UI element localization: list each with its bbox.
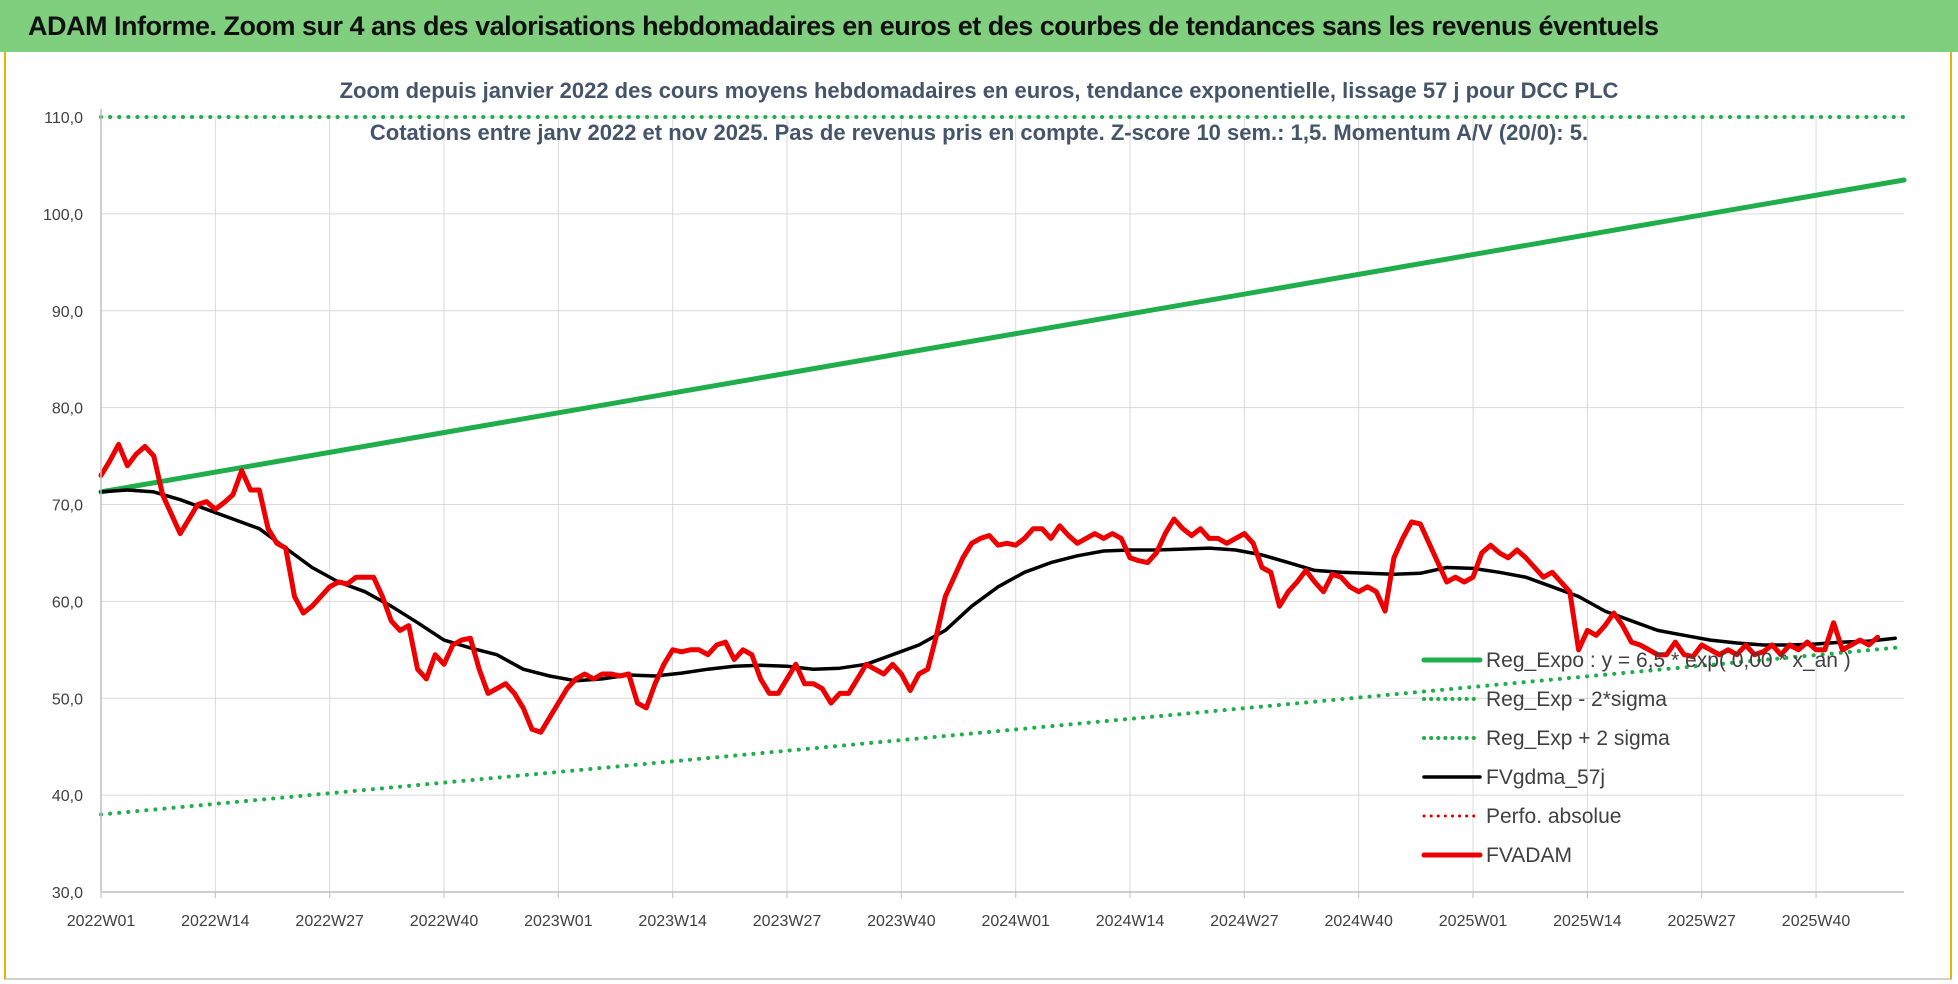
chart-frame (4, 52, 1952, 980)
legend-entry-label: Perfo. absolue (1486, 805, 1621, 828)
legend-entry-label: Reg_Exp + 2 sigma (1486, 727, 1670, 750)
legend-entry-label: Reg_Expo : y = 6,5 * exp( 0,00 * x_an ) (1486, 649, 1851, 672)
legend-entry-label: FVADAM (1486, 844, 1572, 867)
x-tick-label: 2024W01 (981, 913, 1050, 930)
y-tick-label: 40,0 (52, 788, 83, 805)
y-tick-label: 30,0 (52, 885, 83, 902)
legend: Reg_Expo : y = 6,5 * exp( 0,00 * x_an ) R… (1421, 649, 1851, 867)
legend-entry-label: FVgdma_57j (1486, 766, 1605, 789)
series-line-fvadam (98, 441, 1881, 735)
x-tick-label: 2025W40 (1782, 913, 1851, 930)
x-tick-label: 2024W40 (1324, 913, 1393, 930)
x-tick-label: 2022W40 (410, 913, 479, 930)
y-tick-label: 70,0 (52, 498, 83, 515)
report-banner-title: ADAM Informe. Zoom sur 4 ans des valoris… (0, 0, 1958, 52)
series-line-reg-exp-2-sigma (99, 644, 1906, 817)
series-line-fvgdma-57j (99, 488, 1897, 683)
x-tick-label: 2023W27 (753, 913, 822, 930)
x-tick-label: 2022W01 (67, 913, 136, 930)
y-tick-label: 60,0 (52, 594, 83, 611)
x-tick-label: 2022W27 (295, 913, 364, 930)
x-tick-label: 2025W01 (1439, 913, 1508, 930)
x-tick-label: 2023W14 (638, 913, 707, 930)
y-tick-label: 110,0 (44, 110, 83, 127)
series-lines (98, 115, 1907, 817)
x-tick-label: 2023W40 (867, 913, 936, 930)
chart-subtitle: Cotations entre janv 2022 et nov 2025. P… (369, 120, 1589, 145)
x-tick-label: 2025W14 (1553, 913, 1622, 930)
x-tick-label: 2024W27 (1210, 913, 1279, 930)
y-tick-label: 90,0 (52, 304, 83, 321)
x-tick-label: 2023W01 (524, 913, 593, 930)
x-tick-label: 2024W14 (1096, 913, 1165, 930)
y-tick-label: 100,0 (43, 207, 83, 224)
grid-lines (100, 116, 1904, 893)
axes: 30,0 40,0 50,0 60,0 70,0 80,0 90,0 100,0 110,0 20… (43, 109, 1904, 930)
series-line-reg-expo-y-6-5-exp-0-00-x-an (98, 177, 1907, 495)
y-tick-label: 50,0 (52, 691, 83, 708)
x-tick-label: 2025W27 (1667, 913, 1736, 930)
y-tick-label: 80,0 (52, 401, 83, 418)
x-tick-label: 2022W14 (181, 913, 250, 930)
legend-entry-label: Reg_Exp - 2*sigma (1486, 688, 1667, 711)
chart-title: Zoom depuis janvier 2022 des cours moyen… (339, 78, 1619, 103)
